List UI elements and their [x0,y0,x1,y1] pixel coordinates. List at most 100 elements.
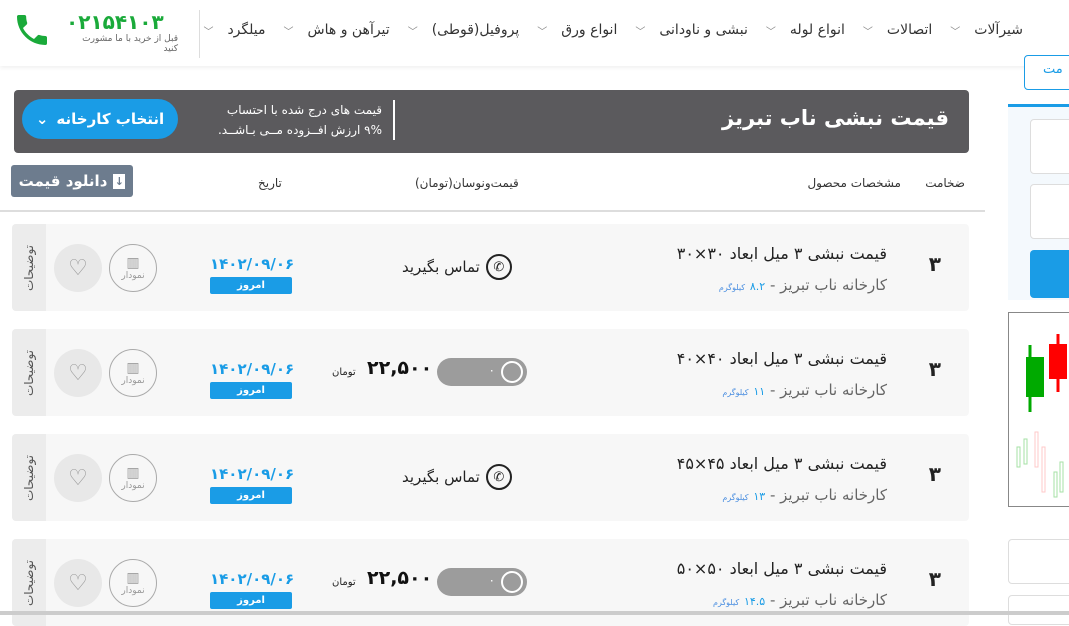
product-name[interactable]: قیمت نبشی ۳ میل ابعاد ۵۰×۵۰ [677,559,887,578]
phone-icon: ✆ [486,254,512,280]
chart-label: نمودار [121,376,144,386]
favorite-heart-icon[interactable]: ♡ [54,454,102,502]
price-value: ۲۲,۵۰۰ [367,567,432,589]
nav-label: شیرآلات [974,22,1023,38]
candle-body [1026,357,1044,397]
nav-label: انواع ورق [561,22,617,38]
table-row: توضیحات ♡ ▥نمودار ۱۴۰۲/۰۹/۰۶ امروز ۰ ۲۲,… [12,329,969,416]
thickness-value: ۳ [929,462,941,486]
phone-number[interactable]: ۰۲۱۵۴۱۰۳ [66,10,164,34]
weight-unit: کیلوگرم [713,598,739,607]
chart-button[interactable]: ▥نمودار [109,559,157,607]
price-change: ۰ [489,363,495,377]
file-download-icon: ↓ [113,174,125,189]
description-tab[interactable]: توضیحات [12,224,46,311]
vat-note-line: ۹% ارزش افــزوده مــی بـاشــد. [200,120,382,140]
factory-name: کارخانه ناب تبریز - [765,381,887,399]
chart-label: نمودار [121,271,144,281]
button-label: انتخاب کارخانه [56,110,164,128]
factory-name: کارخانه ناب تبریز - [765,591,887,609]
main-nav: میلگرد﹀ تیرآهن و هاش﹀ پروفیل(قوطی)﹀ انوا… [203,22,1023,38]
product-weight: ۸.۲ [750,280,765,293]
product-factory: کارخانه ناب تبریز - ۱۱ کیلوگرم [722,381,887,399]
favorite-heart-icon[interactable]: ♡ [54,349,102,397]
price-change-pill: ۰ [437,358,527,386]
nav-item[interactable]: انواع ورق ﹀ [537,22,617,38]
product-weight: ۱۳ [753,490,765,503]
price-unit: تومان [332,367,356,378]
description-tab[interactable]: توضیحات [12,434,46,521]
description-tab[interactable]: توضیحات [12,329,46,416]
thickness-value: ۳ [929,252,941,276]
divider [393,100,395,140]
nav-item[interactable]: انواع لوله﹀ [766,22,845,38]
header-thickness: ضخامت [925,176,965,190]
sidebar-box [1008,595,1069,625]
call-for-price[interactable]: ✆ تماس بگیرید [402,464,512,490]
chevron-down-icon: ﹀ [284,23,294,38]
phone-icon: ✆ [486,464,512,490]
chevron-down-icon: ﹀ [950,23,960,38]
factory-name: کارخانه ناب تبریز - [765,276,887,294]
call-label: تماس بگیرید [402,258,480,276]
chevron-down-icon: ﹀ [537,23,547,38]
nav-item[interactable]: شیرآلات ﹀ [950,22,1023,38]
vat-note-line: قیمت های درج شده با احتساب [200,100,382,120]
chart-button[interactable]: ▥نمودار [109,349,157,397]
sidebar-input[interactable] [1030,184,1069,239]
bar-chart-icon: ▥ [126,465,139,481]
price-value: ۲۲,۵۰۰ [367,357,432,379]
description-label: توضیحات [22,559,36,605]
chart-label: نمودار [121,481,144,491]
price-date: ۱۴۰۲/۰۹/۰۶ [210,360,292,378]
header-specs: مشخصات محصول [807,176,901,190]
horizontal-scrollbar[interactable] [0,611,1069,615]
phone-subtitle: قبل از خرید با ما مشورت کنید [66,34,178,54]
divider [199,10,200,58]
product-name[interactable]: قیمت نبشی ۳ میل ابعاد ۴۵×۴۵ [677,454,887,473]
product-name[interactable]: قیمت نبشی ۳ میل ابعاد ۳۰×۳۰ [677,244,887,263]
weight-unit: کیلوگرم [719,283,745,292]
nav-item[interactable]: اتصالات﹀ [863,22,932,38]
description-label: توضیحات [22,454,36,500]
sidebar-input[interactable] [1030,119,1069,174]
weight-unit: کیلوگرم [722,493,748,502]
chart-button[interactable]: ▥نمودار [109,454,157,502]
thickness-value: ۳ [929,567,941,591]
nav-label: پروفیل(قوطی) [432,22,520,38]
chevron-down-icon: ﹀ [203,23,213,38]
chevron-down-icon: ﹀ [766,23,776,38]
favorite-heart-icon[interactable]: ♡ [54,244,102,292]
chart-label: نمودار [121,586,144,596]
candlestick-chart-thumbnail[interactable] [1008,312,1069,507]
select-factory-button[interactable]: انتخاب کارخانه ⌄ [22,99,178,139]
nav-item[interactable]: میلگرد﹀ [203,22,265,38]
nav-item[interactable]: نبشی و ناودانی﹀ [635,22,748,38]
candle-body [1049,344,1067,379]
sidebar-tab[interactable]: مت [1024,55,1069,90]
download-price-button[interactable]: ↓ دانلود قیمت [11,165,133,197]
button-label: دانلود قیمت [19,172,108,190]
today-badge: امروز [210,487,292,504]
page-title: قیمت نبشی ناب تبریز [722,106,949,130]
divider [0,210,985,212]
chart-button[interactable]: ▥نمودار [109,244,157,292]
description-label: توضیحات [22,244,36,290]
price-date: ۱۴۰۲/۰۹/۰۶ [210,570,292,588]
call-label: تماس بگیرید [402,468,480,486]
product-weight: ۱۱ [753,385,765,398]
thickness-value: ۳ [929,357,941,381]
nav-label: نبشی و ناودانی [659,22,748,38]
price-unit: تومان [332,577,356,588]
nav-item[interactable]: پروفیل(قوطی)﹀ [408,22,520,38]
product-factory: کارخانه ناب تبریز - ۸.۲ کیلوگرم [719,276,887,294]
phone-icon[interactable] [12,10,52,50]
sidebar-submit-button[interactable] [1030,250,1069,298]
favorite-heart-icon[interactable]: ♡ [54,559,102,607]
chevron-down-icon: ⌄ [36,110,49,128]
call-for-price[interactable]: ✆ تماس بگیرید [402,254,512,280]
product-name[interactable]: قیمت نبشی ۳ میل ابعاد ۴۰×۴۰ [677,349,887,368]
product-factory: کارخانه ناب تبریز - ۱۴.۵ کیلوگرم [713,591,887,609]
nav-item[interactable]: تیرآهن و هاش﹀ [284,22,390,38]
